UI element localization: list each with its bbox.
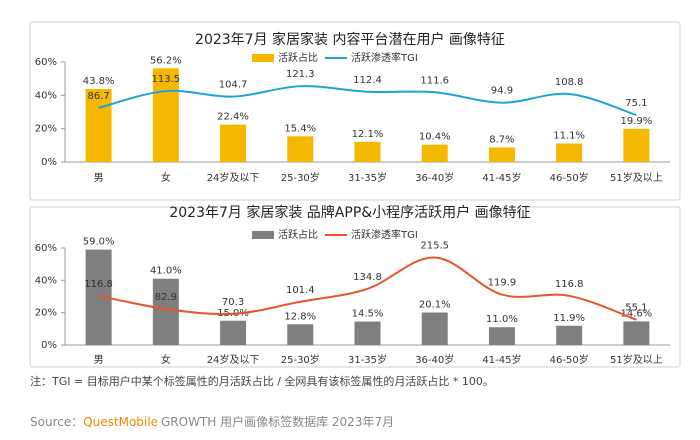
line bbox=[98, 85, 637, 117]
line-label: 111.6 bbox=[420, 75, 449, 86]
bar-label: 41.0% bbox=[150, 266, 182, 277]
y-tick-label: 20% bbox=[35, 308, 57, 319]
line-label: 94.9 bbox=[491, 86, 513, 97]
line-label: 116.8 bbox=[555, 279, 584, 290]
line-label: 82.9 bbox=[155, 292, 177, 303]
legend-label: 活跃渗透率TGI bbox=[351, 51, 418, 64]
chart: 2023年7月 家居家装 品牌APP&小程序活跃用户 画像特征 0% 20% 40% 6… bbox=[29, 203, 681, 368]
bar bbox=[488, 147, 515, 162]
source-label: Source： bbox=[30, 415, 83, 429]
bar bbox=[354, 141, 381, 162]
legend-label: 活跃渗透率TGI bbox=[351, 228, 418, 241]
line-label: 75.1 bbox=[625, 98, 647, 109]
x-tick-label: 25-30岁 bbox=[281, 171, 320, 184]
bar bbox=[623, 128, 650, 162]
bar-label: 8.7% bbox=[489, 135, 514, 146]
y-tick-label: 40% bbox=[35, 275, 57, 286]
x-tick-label: 男 bbox=[94, 354, 104, 366]
legend-label: 活跃占比 bbox=[278, 228, 318, 241]
legend-swatch bbox=[252, 54, 274, 62]
x-tick-label: 24岁及以下 bbox=[207, 353, 260, 366]
bar-label: 56.2% bbox=[150, 55, 182, 66]
bar bbox=[152, 68, 179, 162]
bar-label: 20.1% bbox=[419, 300, 451, 311]
x-tick-label: 男 bbox=[94, 172, 104, 184]
line-label: 134.8 bbox=[353, 272, 382, 283]
chart-title: 2023年7月 家居家装 内容平台潜在用户 画像特征 bbox=[195, 31, 505, 48]
source: Source：QuestMobile GROWTH 用户画像标签数据库 2023年… bbox=[30, 414, 394, 429]
bar bbox=[287, 136, 314, 162]
x-tick-label: 41-45岁 bbox=[482, 353, 521, 366]
x-tick-label: 51岁及以上 bbox=[610, 171, 663, 184]
bar bbox=[85, 89, 112, 162]
bar-label: 12.1% bbox=[352, 129, 384, 140]
y-tick-label: 60% bbox=[35, 243, 57, 254]
line-label: 86.7 bbox=[87, 91, 109, 102]
bar bbox=[556, 143, 583, 162]
x-tick-label: 25-30岁 bbox=[281, 353, 320, 366]
bar bbox=[220, 124, 247, 162]
x-tick-label: 女 bbox=[161, 353, 171, 366]
bar-label: 14.5% bbox=[352, 309, 384, 320]
x-tick-label: 24岁及以下 bbox=[207, 171, 260, 184]
y-tick-label: 0% bbox=[41, 340, 57, 351]
line-label: 104.7 bbox=[219, 80, 248, 91]
y-tick-label: 0% bbox=[41, 157, 57, 168]
note: 注：TGI = 目标用户中某个标签属性的月活跃占比 / 全网具有该标签属性的月活… bbox=[30, 374, 494, 388]
line-label: 108.8 bbox=[555, 77, 584, 88]
bar-label: 14.6% bbox=[620, 308, 652, 319]
bar bbox=[556, 325, 583, 345]
chart: 2023年7月 家居家装 内容平台潜在用户 画像特征 0% 20% 40% 60% 活跃占… bbox=[29, 21, 681, 201]
bar-label: 11.1% bbox=[553, 131, 585, 142]
x-tick-label: 女 bbox=[161, 171, 171, 184]
bar bbox=[354, 321, 381, 345]
bar-label: 59.0% bbox=[83, 237, 115, 248]
x-tick-label: 46-50岁 bbox=[550, 171, 589, 184]
bar-label: 15.4% bbox=[284, 123, 316, 134]
line-label: 55.1 bbox=[625, 303, 647, 314]
line-label: 215.5 bbox=[420, 241, 449, 252]
line bbox=[98, 256, 637, 321]
line-label: 119.9 bbox=[488, 278, 517, 289]
x-tick-label: 46-50岁 bbox=[550, 353, 589, 366]
bar-label: 19.9% bbox=[620, 116, 652, 127]
line-label: 113.5 bbox=[152, 74, 181, 85]
bar bbox=[287, 324, 314, 345]
bar-label: 11.9% bbox=[553, 313, 585, 324]
bar-label: 22.4% bbox=[217, 112, 249, 123]
title-bg bbox=[180, 203, 520, 223]
x-tick-label: 36-40岁 bbox=[415, 171, 454, 184]
x-tick-label: 31-35岁 bbox=[348, 171, 387, 184]
bar bbox=[220, 320, 247, 345]
bar bbox=[421, 312, 448, 345]
line-label: 112.4 bbox=[353, 75, 382, 86]
bar-label: 12.8% bbox=[284, 311, 316, 322]
bar bbox=[623, 321, 650, 345]
y-tick-label: 20% bbox=[35, 124, 57, 135]
bar bbox=[421, 144, 448, 162]
x-tick-label: 36-40岁 bbox=[415, 353, 454, 366]
line-label: 101.4 bbox=[286, 285, 315, 296]
bar-label: 11.0% bbox=[486, 314, 518, 325]
line-label: 116.8 bbox=[84, 279, 113, 290]
bar bbox=[152, 278, 179, 345]
source-text: GROWTH 用户画像标签数据库 2023年7月 bbox=[161, 414, 394, 429]
x-tick-label: 41-45岁 bbox=[482, 171, 521, 184]
chart-title: 2023年7月 家居家装 品牌APP&小程序活跃用户 画像特征 bbox=[169, 204, 530, 221]
bar bbox=[488, 327, 515, 345]
legend-label: 活跃占比 bbox=[278, 51, 318, 64]
line-label: 121.3 bbox=[286, 69, 315, 80]
title-bg bbox=[180, 30, 520, 50]
y-tick-label: 40% bbox=[35, 90, 57, 101]
x-tick-label: 51岁及以上 bbox=[610, 353, 663, 366]
legend-swatch bbox=[252, 231, 274, 239]
y-tick-label: 60% bbox=[35, 57, 57, 68]
line-label: 70.3 bbox=[222, 297, 244, 308]
x-tick-label: 31-35岁 bbox=[348, 353, 387, 366]
bar-label: 43.8% bbox=[83, 76, 115, 87]
bar-label: 10.4% bbox=[419, 132, 451, 143]
panel bbox=[29, 21, 681, 201]
source-brand: QuestMobile bbox=[83, 415, 158, 429]
